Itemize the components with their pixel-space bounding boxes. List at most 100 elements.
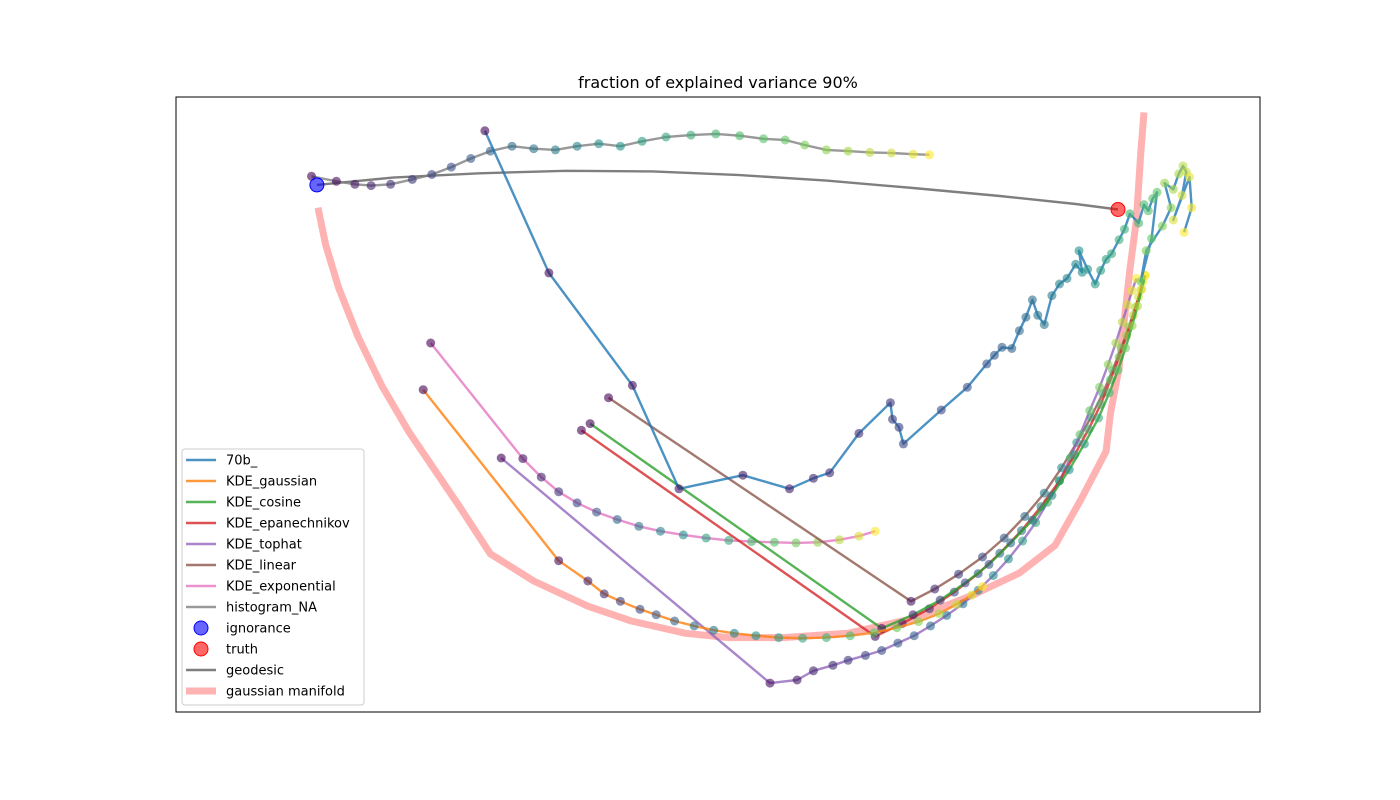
- series-layer: [307, 112, 1197, 688]
- data-point: [908, 610, 918, 620]
- data-point: [426, 338, 436, 348]
- data-point: [1111, 338, 1121, 348]
- data-point: [446, 162, 456, 172]
- legend-swatch: [193, 641, 209, 657]
- data-point: [935, 595, 945, 605]
- data-point: [627, 380, 637, 390]
- data-point: [1047, 491, 1057, 500]
- data-point: [774, 633, 784, 643]
- data-point: [1107, 249, 1116, 259]
- data-point: [738, 470, 748, 480]
- data-point: [869, 628, 879, 638]
- data-point: [828, 660, 838, 670]
- data-point: [1168, 184, 1178, 194]
- data-point: [536, 472, 546, 482]
- data-point: [1185, 172, 1194, 182]
- legend-swatch: [193, 620, 209, 636]
- data-point: [759, 134, 768, 144]
- data-point: [480, 126, 490, 136]
- data-point: [854, 531, 864, 541]
- series-ignorance: [309, 177, 325, 193]
- data-point: [1071, 259, 1081, 269]
- marker-ignorance: [309, 177, 325, 193]
- data-point: [1123, 300, 1133, 310]
- data-point: [960, 578, 970, 588]
- data-point: [989, 350, 999, 360]
- data-point: [466, 154, 476, 163]
- data-point: [686, 130, 696, 140]
- legend-item-geodesic: geodesic: [186, 664, 284, 679]
- legend-label: KDE_cosine: [226, 496, 301, 511]
- data-point: [1179, 227, 1189, 237]
- data-point: [865, 147, 875, 157]
- data-point: [724, 535, 734, 545]
- legend-label: 70b_: [226, 454, 258, 469]
- data-point: [735, 131, 745, 141]
- data-point: [576, 425, 586, 435]
- data-point: [701, 533, 711, 543]
- data-point: [909, 631, 919, 641]
- data-point: [711, 129, 721, 139]
- data-point: [1090, 279, 1100, 289]
- data-point: [888, 414, 897, 424]
- data-point: [808, 666, 818, 676]
- legend-label: KDE_tophat: [226, 538, 302, 553]
- data-point: [729, 628, 739, 638]
- data-point: [1062, 273, 1072, 283]
- data-point: [674, 484, 684, 494]
- data-point: [821, 633, 831, 643]
- data-point: [661, 132, 671, 142]
- series-line-70b: [483, 130, 1193, 490]
- data-point: [1125, 209, 1135, 219]
- data-point: [386, 179, 396, 189]
- data-point: [1187, 203, 1197, 213]
- data-point: [1104, 388, 1114, 398]
- data-point: [1036, 502, 1046, 512]
- data-point: [550, 145, 560, 155]
- data-point: [1027, 515, 1037, 525]
- series-line-geodesic: [316, 169, 1119, 211]
- legend-item-70b: 70b_: [186, 454, 258, 469]
- data-point: [1114, 235, 1124, 245]
- data-point: [599, 589, 609, 599]
- data-point: [1136, 277, 1146, 286]
- data-point: [1127, 286, 1137, 296]
- data-point: [350, 179, 360, 189]
- data-point: [962, 382, 972, 392]
- data-point: [1083, 264, 1093, 274]
- legend-label: KDE_linear: [226, 559, 297, 574]
- data-point: [615, 596, 625, 606]
- data-point: [1174, 169, 1184, 179]
- data-point: [592, 507, 602, 517]
- data-point: [678, 530, 688, 540]
- data-point: [585, 419, 595, 429]
- data-point: [997, 342, 1007, 352]
- marker-truth: [1110, 202, 1126, 217]
- legend-item-gaussian-manifold: gaussian manifold: [186, 685, 345, 700]
- legend-label: gaussian manifold: [226, 685, 345, 700]
- legend-item-kde-tophat: KDE_tophat: [186, 538, 302, 553]
- data-point: [554, 556, 564, 566]
- data-point: [1103, 360, 1113, 369]
- data-point: [1006, 538, 1016, 548]
- data-point: [418, 385, 428, 395]
- legend-item-kde-gaussian: KDE_gaussian: [186, 475, 317, 490]
- series-geodesic: [316, 169, 1119, 211]
- data-point: [1055, 279, 1064, 289]
- data-point: [800, 140, 810, 150]
- series-kde-tophat: [496, 273, 1141, 688]
- data-point: [843, 146, 853, 156]
- data-point: [894, 422, 904, 432]
- legend-items: 70b_ KDE_gaussian KDE_cosine KDE_epanechnik…: [186, 454, 350, 700]
- data-point: [1101, 254, 1111, 264]
- data-point: [1096, 265, 1106, 275]
- data-point: [670, 616, 680, 626]
- legend-label: truth: [226, 643, 258, 658]
- data-point: [1079, 439, 1089, 449]
- data-point: [765, 678, 775, 688]
- data-point: [930, 584, 940, 594]
- data-point: [893, 638, 903, 648]
- data-point: [635, 604, 645, 614]
- legend-item-histogram-na: histogram_NA: [186, 601, 317, 616]
- data-point: [651, 610, 661, 620]
